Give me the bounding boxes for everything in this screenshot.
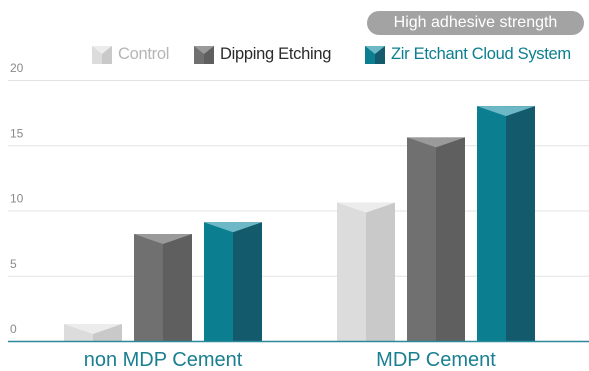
bar-face-right [366,202,395,341]
legend-swatch-left [194,46,204,64]
legend-swatch-top [92,46,112,54]
bar-dipping-etching-mdp-cement [407,137,465,341]
bar-face-left [134,233,163,341]
y-tick-label: 5 [10,257,17,271]
y-tick-label: 15 [10,126,24,140]
legend-swatch-control [92,46,112,64]
bar-face-right [163,233,192,341]
bar-top-cap [204,222,262,233]
y-tick-label: 10 [10,192,24,206]
legend-swatch-zir-etchant-cloud-system [365,46,385,64]
bar-face-left [204,222,233,341]
bar-control-mdp-cement [337,202,395,341]
bar-top-cap [64,324,122,335]
x-category-label: non MDP Cement [84,349,243,371]
bar-top-cap [477,106,535,117]
bar-top-cap [337,202,395,213]
bar-face-left [407,137,436,341]
bar-face-left [477,106,506,341]
legend-label-zir-etchant-cloud-system: Zir Etchant Cloud System [391,45,571,63]
legend-label-dipping-etching: Dipping Etching [220,45,332,63]
y-tick-label: 0 [10,322,17,336]
legend-swatch-dipping-etching [194,46,214,64]
bar-face-left [337,202,366,341]
legend-swatch-right [102,46,112,64]
legend-swatch-right [375,46,385,64]
legend-swatch-left [365,46,375,64]
chart-legend: Control Dipping Etching Zir Etchant Clou… [0,44,589,68]
bar-face-right [233,222,262,341]
legend-swatch-top [365,46,385,54]
legend-label-control: Control [118,45,170,63]
bar-dipping-etching-non-mdp-cement [134,233,192,341]
bar-top-cap [134,233,192,244]
bar-face-right [436,137,465,341]
bar-face-right [506,106,535,341]
y-tick-label: 20 [10,61,24,75]
chart-badge: High adhesive strength [367,11,584,35]
bar-zir-etchant-cloud-system-mdp-cement [477,106,535,341]
bar-control-non-mdp-cement [64,324,122,341]
legend-swatch-right [204,46,214,64]
legend-swatch-left [92,46,102,64]
legend-swatch-top [194,46,214,54]
x-category-label: MDP Cement [376,349,496,371]
bar-top-cap [407,137,465,148]
bar-zir-etchant-cloud-system-non-mdp-cement [204,222,262,341]
